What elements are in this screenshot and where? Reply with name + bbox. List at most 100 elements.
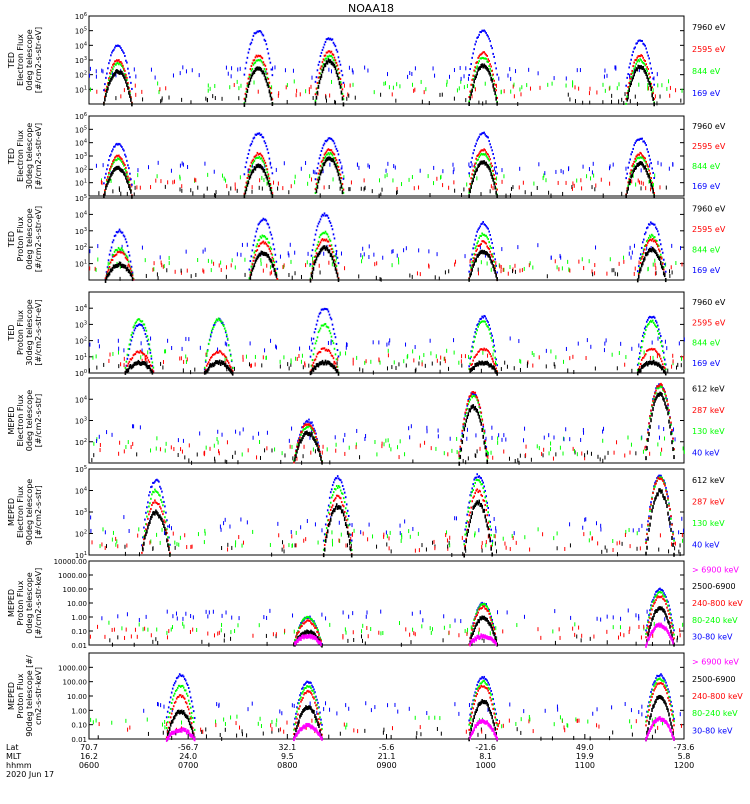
data-point-blue: [222, 433, 223, 437]
data-point-black: [246, 187, 248, 191]
data-point-blue: [199, 431, 200, 435]
data-point-black: [576, 634, 577, 638]
data-point-blue: [466, 514, 468, 516]
data-point-green: [214, 444, 215, 448]
data-point-black: [611, 94, 612, 98]
data-point-red: [278, 533, 279, 537]
data-point-blue: [320, 218, 322, 220]
data-point-green: [302, 354, 303, 358]
data-point-green: [237, 80, 238, 84]
data-point-green: [497, 437, 498, 441]
data-point-blue: [373, 340, 374, 344]
data-point-red: [472, 169, 474, 171]
data-point-blue: [328, 217, 330, 219]
data-point-blue: [488, 324, 490, 326]
data-point-green: [171, 628, 172, 632]
data-point-blue: [603, 427, 604, 431]
data-point-black: [271, 259, 273, 263]
data-point-black: [507, 365, 508, 369]
data-point-green: [362, 255, 363, 259]
data-point-black: [623, 101, 624, 105]
data-point-green: [224, 328, 226, 330]
data-point-blue: [671, 244, 672, 248]
data-point-green: [589, 259, 590, 263]
data-point-blue: [280, 255, 281, 259]
data-point-blue: [631, 256, 632, 260]
data-point-green: [235, 265, 236, 269]
data-point-green: [467, 84, 468, 88]
data-point-red: [346, 544, 347, 548]
data-point-red: [353, 362, 354, 366]
data-point-red: [631, 70, 633, 72]
data-point-black: [178, 453, 179, 457]
data-point-blue: [123, 348, 124, 352]
data-point-green: [526, 83, 527, 87]
data-point-red: [160, 447, 161, 451]
data-point-blue: [490, 529, 492, 531]
data-point-red: [482, 541, 483, 545]
data-point-red: [668, 409, 670, 411]
data-point-blue: [150, 337, 151, 341]
data-point-black: [463, 554, 465, 558]
data-point-black: [232, 455, 233, 459]
data-point-red: [574, 184, 575, 188]
data-point-black: [676, 366, 677, 370]
data-point-green: [130, 339, 132, 341]
data-point-green: [469, 500, 471, 502]
data-point-black: [115, 96, 116, 100]
data-point-red: [118, 452, 119, 456]
data-point-blue: [335, 45, 337, 47]
data-point-green: [208, 83, 209, 87]
data-point-black: [490, 547, 492, 551]
data-point-green: [315, 342, 317, 344]
data-point-black: [569, 97, 570, 101]
data-point-blue: [483, 132, 485, 134]
data-point-red: [648, 73, 650, 75]
data-point-green: [617, 86, 618, 90]
y-tick-label: 103: [75, 417, 87, 426]
data-point-blue: [320, 312, 322, 314]
data-point-blue: [651, 167, 653, 169]
data-point-red: [101, 542, 102, 546]
data-point-red: [641, 181, 642, 185]
data-point-green: [353, 83, 354, 87]
data-point-green: [149, 343, 151, 345]
data-point-green: [666, 87, 667, 91]
data-point-black: [130, 98, 132, 102]
data-point-red: [578, 260, 579, 264]
data-point-red: [231, 263, 232, 267]
data-point-black: [575, 99, 576, 103]
data-point-red: [474, 66, 476, 68]
data-point-black: [475, 258, 477, 262]
data-point-blue: [660, 335, 662, 337]
data-point-blue: [661, 248, 663, 250]
data-point-green: [485, 58, 487, 60]
data-point-green: [136, 321, 138, 323]
legend-entry: 844 eV: [692, 245, 721, 254]
data-point-red: [326, 239, 328, 241]
data-point-red: [119, 441, 120, 445]
data-point-green: [209, 339, 211, 341]
data-point-red: [667, 497, 669, 499]
data-point-red: [126, 171, 128, 173]
data-point-red: [144, 353, 146, 355]
data-point-black: [321, 74, 323, 78]
data-point-red: [499, 264, 500, 268]
data-point-black: [351, 553, 353, 557]
data-point-red: [268, 173, 270, 175]
data-point-blue: [268, 152, 270, 154]
data-point-blue: [472, 152, 474, 154]
data-point-black: [611, 100, 612, 104]
data-point-red: [124, 363, 125, 367]
data-point-red: [340, 78, 342, 80]
data-point-red: [163, 265, 164, 269]
data-point-black: [468, 456, 469, 460]
data-point-red: [333, 54, 335, 56]
data-point-red: [309, 90, 310, 94]
data-point-black: [635, 95, 636, 99]
data-point-red: [645, 542, 647, 544]
data-point-green: [312, 257, 313, 261]
data-point-green: [380, 361, 381, 365]
data-point-red: [461, 430, 463, 432]
data-point-green: [287, 83, 288, 87]
